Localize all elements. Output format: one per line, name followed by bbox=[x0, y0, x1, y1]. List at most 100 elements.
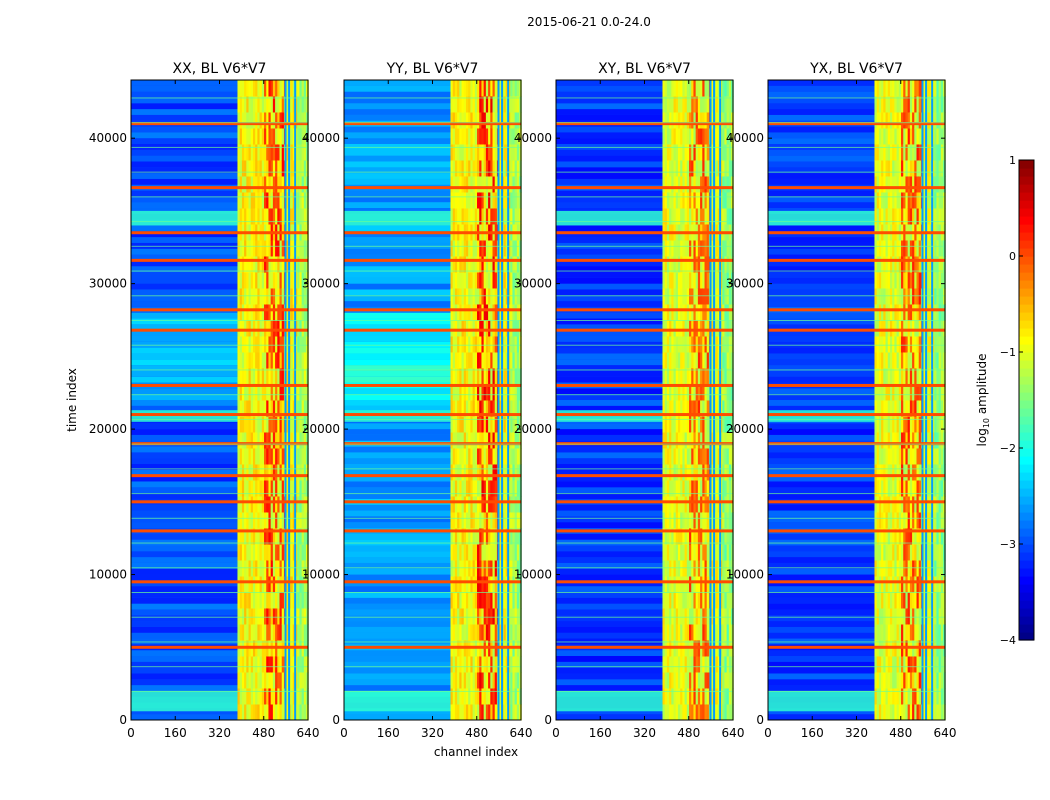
heatmap-cell bbox=[481, 96, 485, 113]
heatmap-cell bbox=[290, 688, 294, 705]
heatmap-cell bbox=[885, 256, 889, 273]
heatmap-row bbox=[131, 673, 238, 680]
heatmap-cell bbox=[892, 128, 895, 145]
heatmap-cell bbox=[892, 576, 895, 593]
heatmap-cell bbox=[463, 128, 467, 145]
heatmap-cell bbox=[892, 480, 895, 497]
heatmap-row bbox=[131, 225, 238, 232]
heatmap-cell bbox=[268, 80, 272, 97]
heatmap-cell bbox=[494, 528, 498, 545]
heatmap-cell bbox=[508, 608, 511, 625]
heatmap-cell bbox=[508, 512, 511, 529]
heatmap-cell bbox=[297, 208, 300, 225]
heatmap-cell bbox=[675, 144, 679, 161]
heatmap-cell bbox=[680, 672, 683, 689]
heatmap-cell bbox=[720, 624, 723, 641]
heatmap-cell bbox=[266, 272, 269, 289]
heatmap-cell bbox=[479, 192, 482, 209]
heatmap-cell bbox=[261, 448, 265, 465]
heatmap-line bbox=[556, 567, 733, 569]
heatmap-cell bbox=[463, 688, 467, 705]
x-tick-label: 640 bbox=[722, 726, 745, 740]
heatmap-cell bbox=[695, 336, 699, 353]
heatmap-cell bbox=[299, 464, 303, 481]
heatmap-cell bbox=[675, 272, 679, 289]
heatmap-cell bbox=[686, 384, 690, 401]
heatmap-cell bbox=[726, 480, 730, 497]
heatmap-cell bbox=[682, 352, 686, 369]
heatmap-cell bbox=[277, 160, 281, 177]
heatmap-cell bbox=[239, 544, 243, 561]
heatmap-cell bbox=[717, 256, 721, 273]
heatmap-cell bbox=[465, 336, 469, 353]
heatmap-cell bbox=[479, 688, 482, 705]
heatmap-cell bbox=[250, 416, 254, 433]
heatmap-row bbox=[556, 336, 663, 342]
heatmap-cell bbox=[299, 240, 303, 257]
heatmap-cell bbox=[666, 592, 670, 609]
heatmap-cell bbox=[465, 432, 469, 449]
heatmap-cell bbox=[494, 608, 498, 625]
heatmap-cell bbox=[673, 320, 677, 337]
heatmap-cell bbox=[461, 176, 465, 193]
heatmap-cell bbox=[671, 384, 675, 401]
heatmap-cell bbox=[492, 672, 496, 689]
heatmap-cell bbox=[248, 112, 252, 129]
heatmap-row bbox=[131, 283, 238, 290]
heatmap-cell bbox=[519, 656, 522, 673]
heatmap-cell bbox=[252, 608, 256, 625]
heatmap-cell bbox=[724, 80, 728, 97]
heatmap-cell bbox=[472, 416, 476, 433]
heatmap-cell bbox=[454, 240, 458, 257]
heatmap-cell bbox=[680, 480, 683, 497]
heatmap-cell bbox=[459, 656, 463, 673]
heatmap-cell bbox=[255, 432, 258, 449]
heatmap-cell bbox=[680, 496, 683, 513]
heatmap-cell bbox=[896, 400, 900, 417]
heatmap-cell bbox=[481, 336, 485, 353]
heatmap-cell bbox=[519, 208, 522, 225]
heatmap-cell bbox=[878, 256, 882, 273]
y-tick-label: 20000 bbox=[89, 422, 127, 436]
heatmap-cell bbox=[299, 544, 303, 561]
heatmap-cell bbox=[454, 352, 458, 369]
heatmap-cell bbox=[717, 704, 721, 721]
heatmap-cell bbox=[726, 624, 730, 641]
heatmap-cell bbox=[704, 384, 708, 401]
heatmap-cell bbox=[299, 304, 303, 321]
heatmap-cell bbox=[485, 608, 489, 625]
heatmap-cell bbox=[706, 80, 710, 97]
heatmap-stripe bbox=[344, 645, 521, 649]
heatmap-cell bbox=[881, 480, 884, 497]
heatmap-cell bbox=[485, 384, 489, 401]
heatmap-cell bbox=[463, 80, 467, 97]
heatmap-cell bbox=[682, 240, 686, 257]
heatmap-cell bbox=[268, 448, 272, 465]
heatmap-cell bbox=[726, 80, 730, 97]
heatmap-cell bbox=[728, 192, 732, 209]
heatmap-cell bbox=[275, 512, 278, 529]
heatmap-cell bbox=[485, 480, 489, 497]
heatmap-cell bbox=[257, 352, 261, 369]
heatmap-cell bbox=[259, 240, 263, 257]
heatmap-cell bbox=[275, 400, 278, 417]
heatmap-cell bbox=[724, 336, 728, 353]
heatmap-cell bbox=[244, 176, 247, 193]
heatmap-row bbox=[556, 661, 663, 668]
heatmap-row bbox=[344, 586, 451, 592]
heatmap-cell bbox=[514, 256, 518, 273]
heatmap-cell bbox=[702, 672, 706, 689]
heatmap-cell bbox=[241, 512, 245, 529]
heatmap-cell bbox=[264, 128, 267, 145]
heatmap-cell bbox=[465, 256, 469, 273]
heatmap-cell bbox=[459, 352, 463, 369]
heatmap-cell bbox=[677, 256, 681, 273]
heatmap-cell bbox=[731, 496, 734, 513]
heatmap-row bbox=[768, 626, 875, 633]
heatmap-cell bbox=[266, 176, 269, 193]
heatmap-row bbox=[768, 533, 875, 540]
heatmap-cell bbox=[295, 672, 298, 689]
heatmap-cell bbox=[499, 352, 502, 369]
heatmap-cell bbox=[519, 160, 522, 177]
heatmap-cell bbox=[277, 448, 281, 465]
